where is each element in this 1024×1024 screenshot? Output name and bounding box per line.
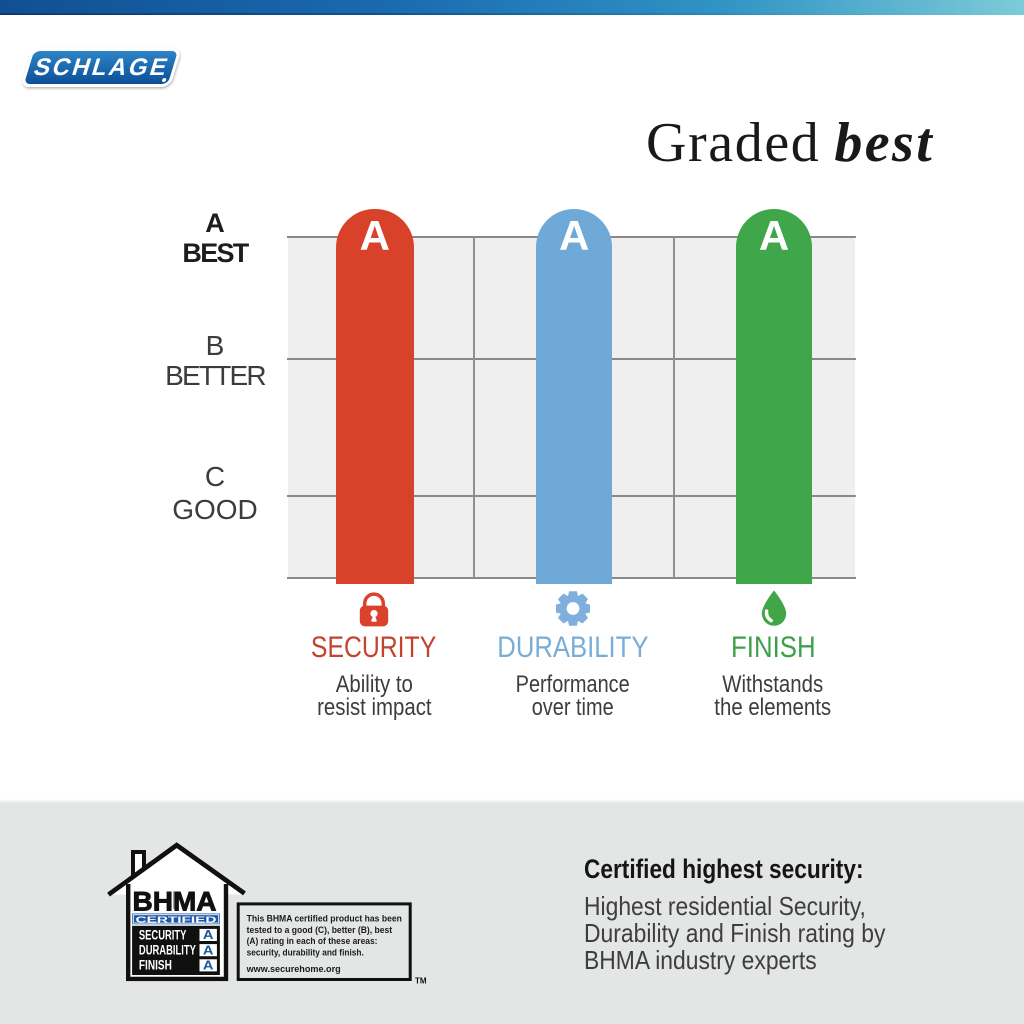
svg-text:TM: TM	[415, 977, 427, 986]
svg-text:tested to a good (C), better (: tested to a good (C), better (B), best	[247, 925, 393, 936]
svg-text:www.securehome.org: www.securehome.org	[246, 964, 341, 975]
svg-text:This BHMA certified product ha: This BHMA certified product has been	[247, 913, 402, 924]
svg-text:CERTIFIED: CERTIFIED	[136, 914, 217, 924]
svg-text:security, durability and finis: security, durability and finish.	[247, 948, 364, 959]
svg-text:(A) rating in each of these ar: (A) rating in each of these areas:	[247, 936, 378, 947]
svg-text:FINISH: FINISH	[139, 958, 172, 973]
svg-text:SECURITY: SECURITY	[139, 927, 187, 942]
svg-text:DURABILITY: DURABILITY	[139, 943, 196, 958]
svg-text:A: A	[203, 943, 214, 957]
svg-text:A: A	[203, 959, 214, 973]
svg-text:A: A	[203, 928, 214, 942]
